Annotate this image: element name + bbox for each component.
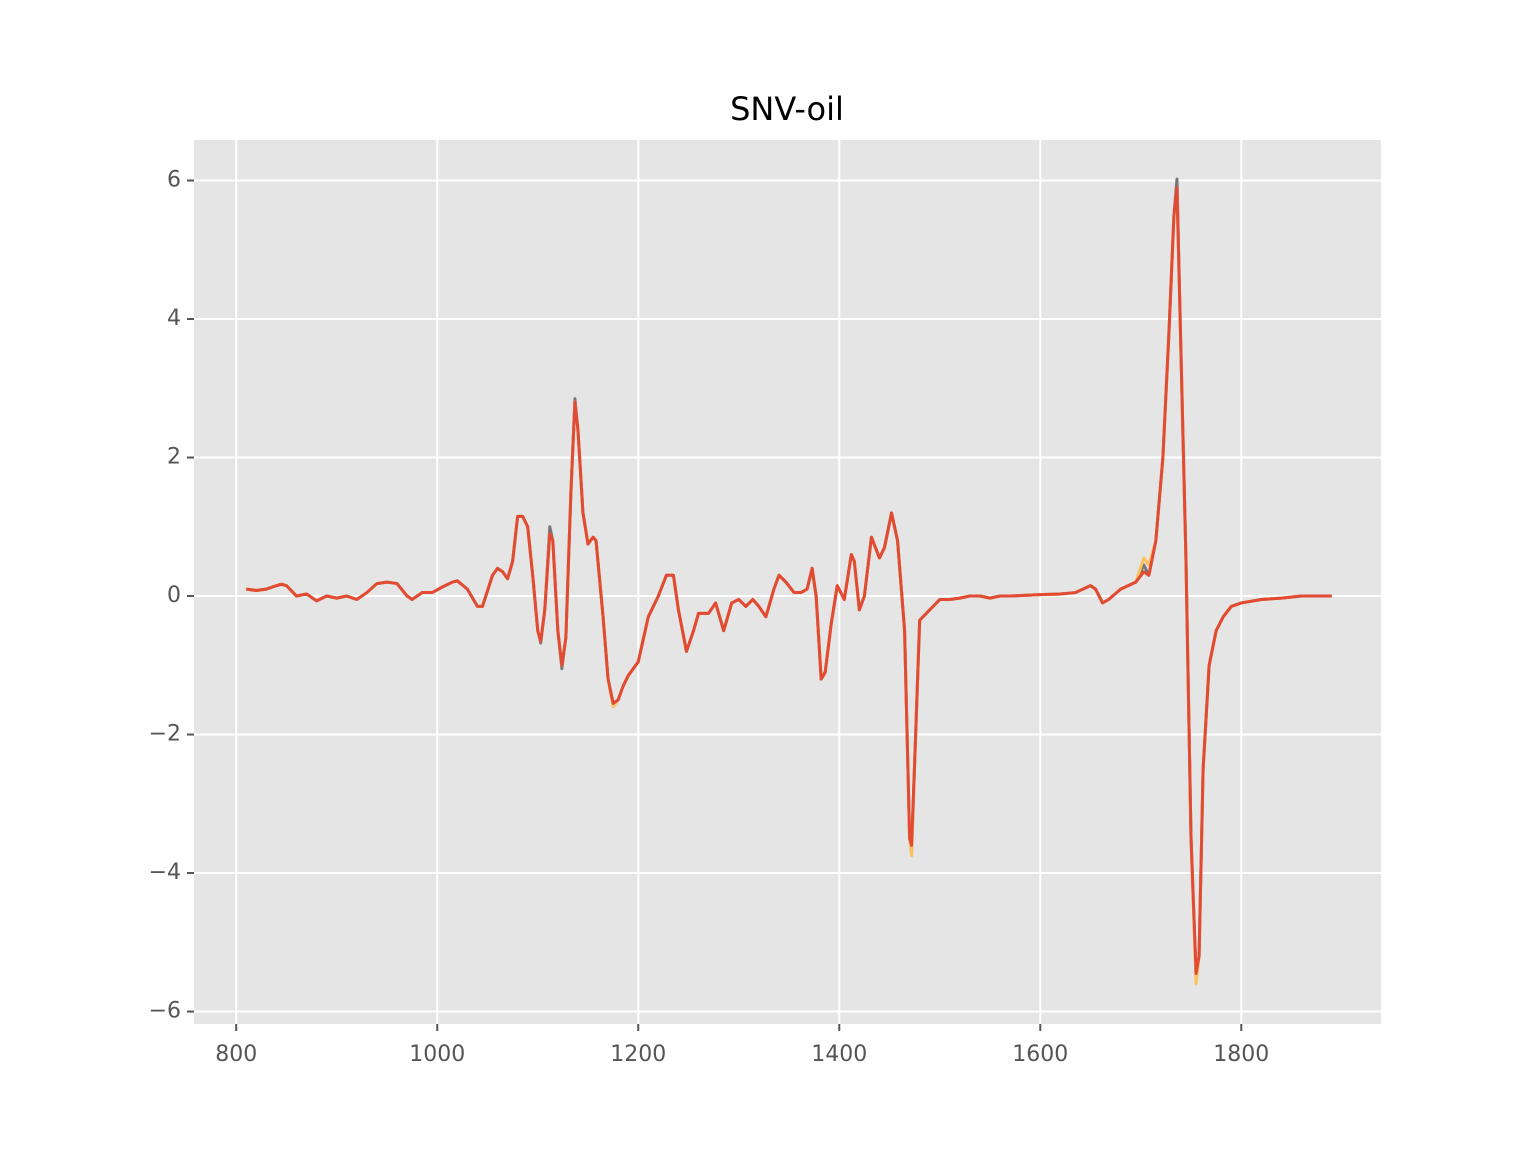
y-tick-label: 0 (167, 583, 181, 608)
chart-title: SNV-oil (730, 90, 844, 128)
x-tick-label: 1400 (811, 1042, 867, 1067)
y-tick-label: 4 (167, 306, 181, 331)
y-tick-label: 2 (167, 445, 181, 470)
x-tick-label: 1600 (1012, 1042, 1068, 1067)
x-tick-label: 1800 (1213, 1042, 1269, 1067)
x-tick-label: 800 (215, 1042, 257, 1067)
y-tick-label: −4 (149, 860, 181, 885)
y-tick-label: 6 (167, 168, 181, 193)
x-tick-label: 1200 (610, 1042, 666, 1067)
series-line (246, 185, 1332, 975)
y-tick-label: −6 (149, 999, 181, 1024)
y-tick-label: −2 (149, 722, 181, 747)
x-tick-label: 1000 (409, 1042, 465, 1067)
